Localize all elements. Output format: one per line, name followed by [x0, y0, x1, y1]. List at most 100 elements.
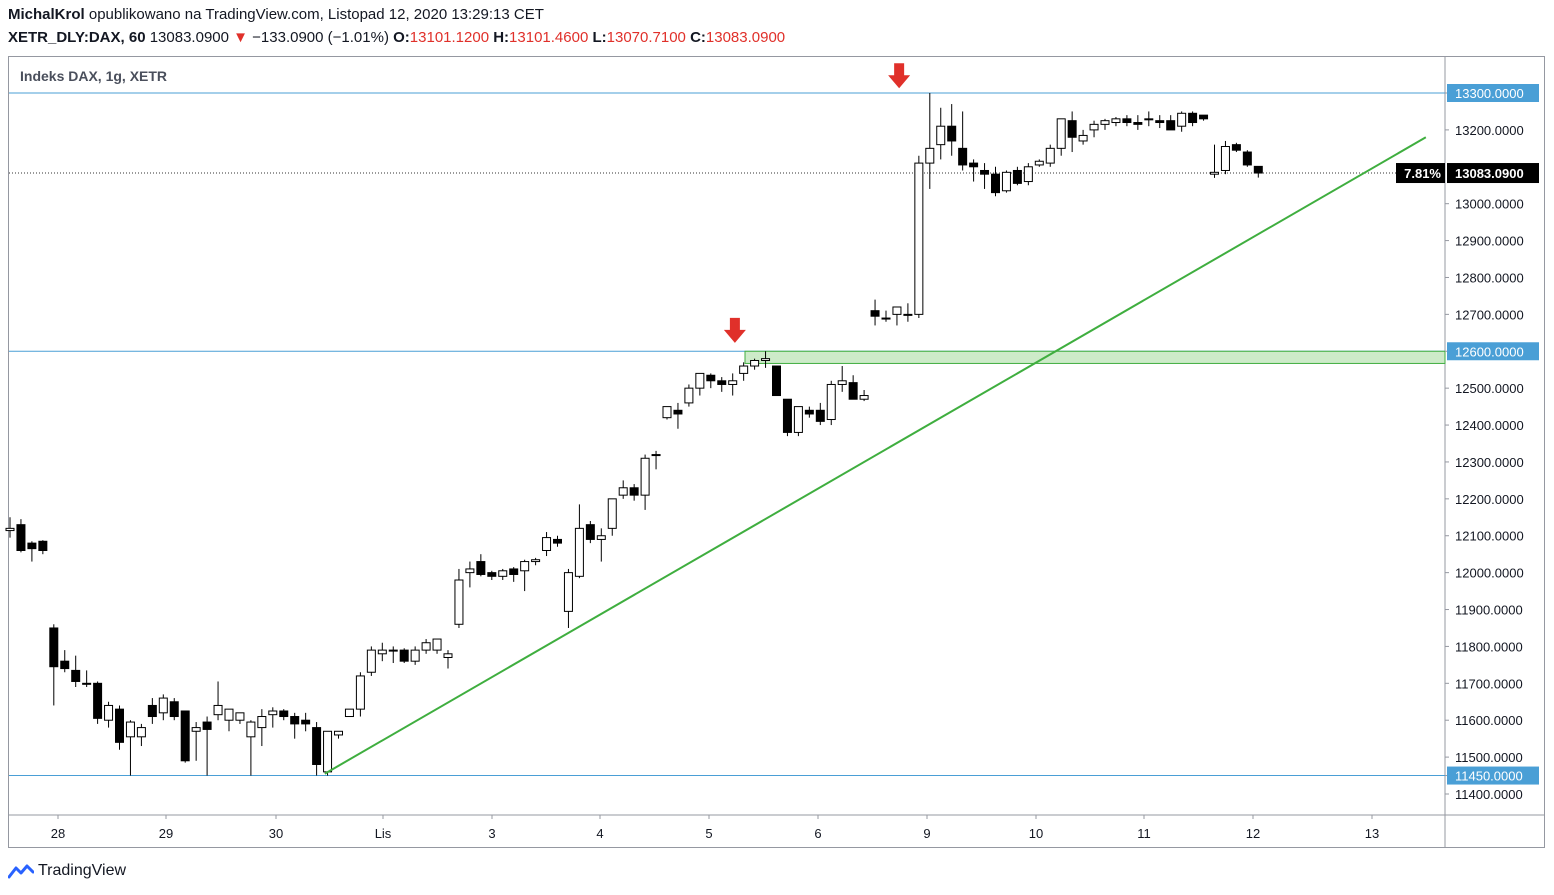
candle-body: [585, 524, 595, 540]
candle-body: [377, 649, 387, 655]
y-tick-label: 11450.0000: [1455, 769, 1523, 784]
candle: [717, 377, 727, 392]
tradingview-brand[interactable]: TradingView: [8, 862, 126, 880]
percent-label: 7.81%: [1404, 166, 1441, 181]
candle: [1023, 163, 1033, 186]
candle-body: [859, 395, 869, 400]
candle-body: [1199, 114, 1209, 120]
candle: [5, 517, 15, 538]
candle: [224, 708, 234, 732]
candle: [1001, 170, 1011, 193]
candle-body: [563, 572, 573, 612]
candle-body: [443, 653, 453, 658]
y-tick-label: 13200.0000: [1455, 123, 1524, 138]
current-price-tag: [1447, 163, 1539, 184]
candle: [93, 681, 103, 724]
close-label: C:: [690, 29, 706, 46]
candle: [1111, 116, 1121, 127]
down-arrow-icon: [723, 317, 746, 343]
candle-body: [158, 697, 168, 714]
candle-body: [180, 710, 190, 762]
candle: [1056, 118, 1066, 156]
candle: [870, 299, 880, 326]
candle: [684, 384, 694, 407]
candle: [673, 402, 683, 429]
candle: [312, 722, 322, 776]
candle: [115, 705, 124, 750]
candle: [1188, 111, 1198, 127]
candle-body: [1133, 122, 1143, 125]
y-tick-label: 13000.0000: [1455, 197, 1524, 212]
candle: [618, 480, 628, 499]
candle-body: [1242, 151, 1252, 166]
candle: [279, 709, 289, 721]
candle-body: [925, 147, 935, 164]
high-value: 13101.4600: [509, 29, 589, 46]
candle-body: [892, 306, 902, 315]
candle: [104, 701, 114, 728]
y-tick-label: 11400.0000: [1455, 787, 1523, 802]
candle-body: [5, 527, 15, 532]
level-price-tag: [1447, 342, 1539, 361]
candle: [49, 624, 59, 706]
candle: [355, 672, 365, 717]
candle-body: [399, 649, 409, 662]
candle-body: [1089, 123, 1099, 131]
candle-body: [71, 669, 81, 682]
chart-legend: Indeks DAX, 1g, XETR: [20, 68, 168, 84]
candle-body: [213, 704, 223, 716]
open-value: 13101.1200: [409, 29, 490, 46]
candle-body: [837, 380, 847, 385]
candle-body: [870, 310, 880, 317]
x-tick-label: 3: [488, 826, 495, 841]
candle: [60, 650, 70, 673]
candle-body: [936, 125, 946, 146]
candle: [235, 712, 245, 724]
candle-body: [1067, 120, 1077, 138]
candle: [38, 540, 48, 555]
candle: [750, 358, 760, 370]
candle-body: [202, 721, 212, 730]
symbol-name: XETR_DLY:DAX, 60: [8, 29, 146, 46]
candle-body: [793, 406, 803, 433]
candle: [334, 730, 343, 739]
y-tick-label: 11800.0000: [1455, 639, 1523, 654]
candle-body: [465, 568, 475, 574]
change-arrow-icon: ▼: [233, 29, 248, 46]
candle: [651, 450, 661, 470]
candle-body: [509, 568, 519, 575]
candle-body: [520, 561, 530, 572]
candle-body: [1034, 160, 1044, 166]
candle: [1012, 166, 1022, 186]
open-label: O:: [393, 29, 410, 46]
chart-frame[interactable]: [8, 56, 1545, 848]
candle-body: [618, 487, 628, 496]
candle: [1242, 150, 1252, 167]
candle-body: [290, 716, 300, 725]
candle: [925, 93, 935, 189]
x-tick-label: 13: [1365, 826, 1379, 841]
candle: [136, 723, 146, 747]
candle-body: [574, 527, 584, 577]
candle-body: [93, 682, 103, 719]
author-name[interactable]: MichalKrol: [8, 6, 85, 23]
candle: [476, 554, 486, 577]
candle: [191, 722, 201, 761]
candle: [706, 373, 716, 389]
candle: [399, 648, 409, 664]
candle: [1045, 144, 1055, 167]
candle: [629, 484, 639, 501]
y-tick-label: 11500.0000: [1455, 750, 1523, 765]
y-tick-label: 12900.0000: [1455, 234, 1524, 249]
close-value: 13083.0900: [705, 29, 786, 46]
low-value: 13070.7100: [606, 29, 686, 46]
candle-body: [235, 712, 245, 721]
candle: [1034, 159, 1044, 167]
candle-body: [27, 542, 37, 550]
candle: [158, 694, 168, 721]
x-tick-label: 10: [1029, 826, 1043, 841]
down-arrow-icon: [888, 63, 911, 89]
candle: [454, 568, 464, 628]
candle-body: [531, 559, 541, 563]
